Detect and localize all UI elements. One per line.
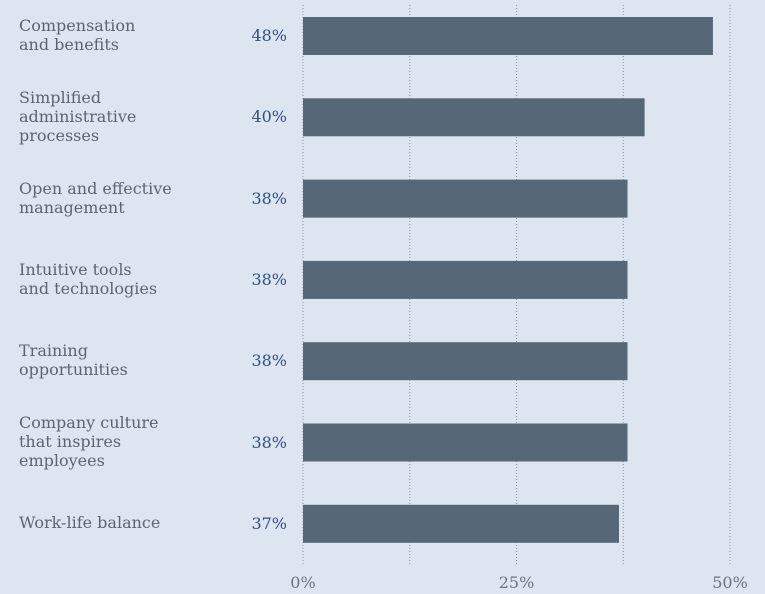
value-label: 37% xyxy=(251,513,287,533)
category-label: Simplified administrative processes xyxy=(19,87,137,145)
category-label: Compensation and benefits xyxy=(19,16,136,54)
value-label: 40% xyxy=(251,107,287,127)
bar xyxy=(303,179,628,218)
x-tick-label: 25% xyxy=(498,573,535,592)
bar xyxy=(303,260,628,299)
value-label: 38% xyxy=(251,432,287,452)
x-tick-label: 50% xyxy=(712,573,748,592)
value-label: 38% xyxy=(251,351,287,371)
bar xyxy=(303,342,628,381)
bar xyxy=(303,17,713,55)
value-label: 38% xyxy=(251,188,287,208)
x-tick-label: 0% xyxy=(290,573,316,592)
value-label: 48% xyxy=(251,26,287,45)
bar xyxy=(303,423,628,462)
category-label: Company culture that inspires employees xyxy=(19,413,159,470)
category-label: Open and effective management xyxy=(19,178,172,217)
value-label: 38% xyxy=(251,269,287,289)
bar xyxy=(303,98,645,137)
bar xyxy=(303,504,619,543)
category-label: Training opportunities xyxy=(19,341,128,380)
category-label: Work-life balance xyxy=(19,513,161,533)
category-label: Intuitive tools and technologies xyxy=(19,259,158,298)
